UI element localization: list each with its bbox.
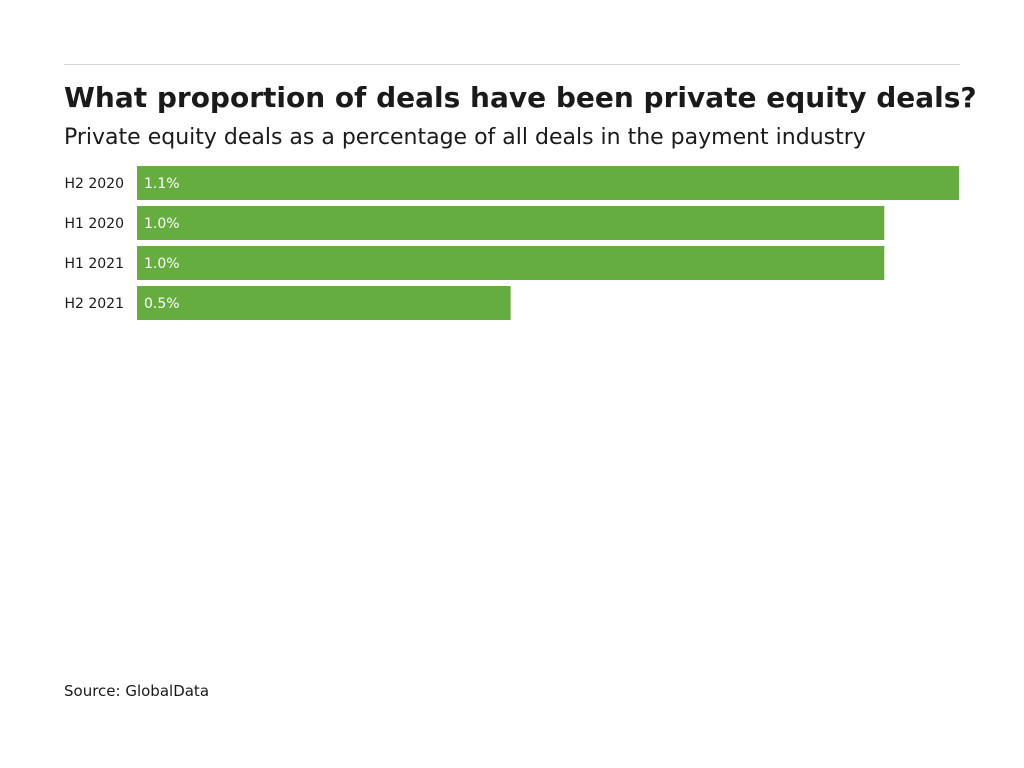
category-label: H1 2021 bbox=[64, 256, 124, 272]
bar-h1-2021 bbox=[137, 246, 885, 280]
bar-h1-2020 bbox=[137, 206, 885, 240]
bar-value-label: 0.5% bbox=[144, 296, 180, 312]
bar-h2-2021 bbox=[137, 286, 511, 320]
chart-title: What proportion of deals have been priva… bbox=[64, 81, 977, 114]
bar-h2-2020 bbox=[137, 166, 959, 200]
chart-subtitle: Private equity deals as a percentage of … bbox=[64, 125, 866, 150]
bar-value-label: 1.0% bbox=[144, 216, 180, 232]
category-label: H2 2020 bbox=[64, 176, 124, 192]
bar-value-label: 1.0% bbox=[144, 256, 180, 272]
category-label: H2 2021 bbox=[64, 296, 124, 312]
top-rule bbox=[64, 64, 960, 65]
source-note: Source: GlobalData bbox=[64, 682, 210, 700]
bar-value-label: 1.1% bbox=[144, 176, 180, 192]
category-label: H1 2020 bbox=[64, 216, 124, 232]
